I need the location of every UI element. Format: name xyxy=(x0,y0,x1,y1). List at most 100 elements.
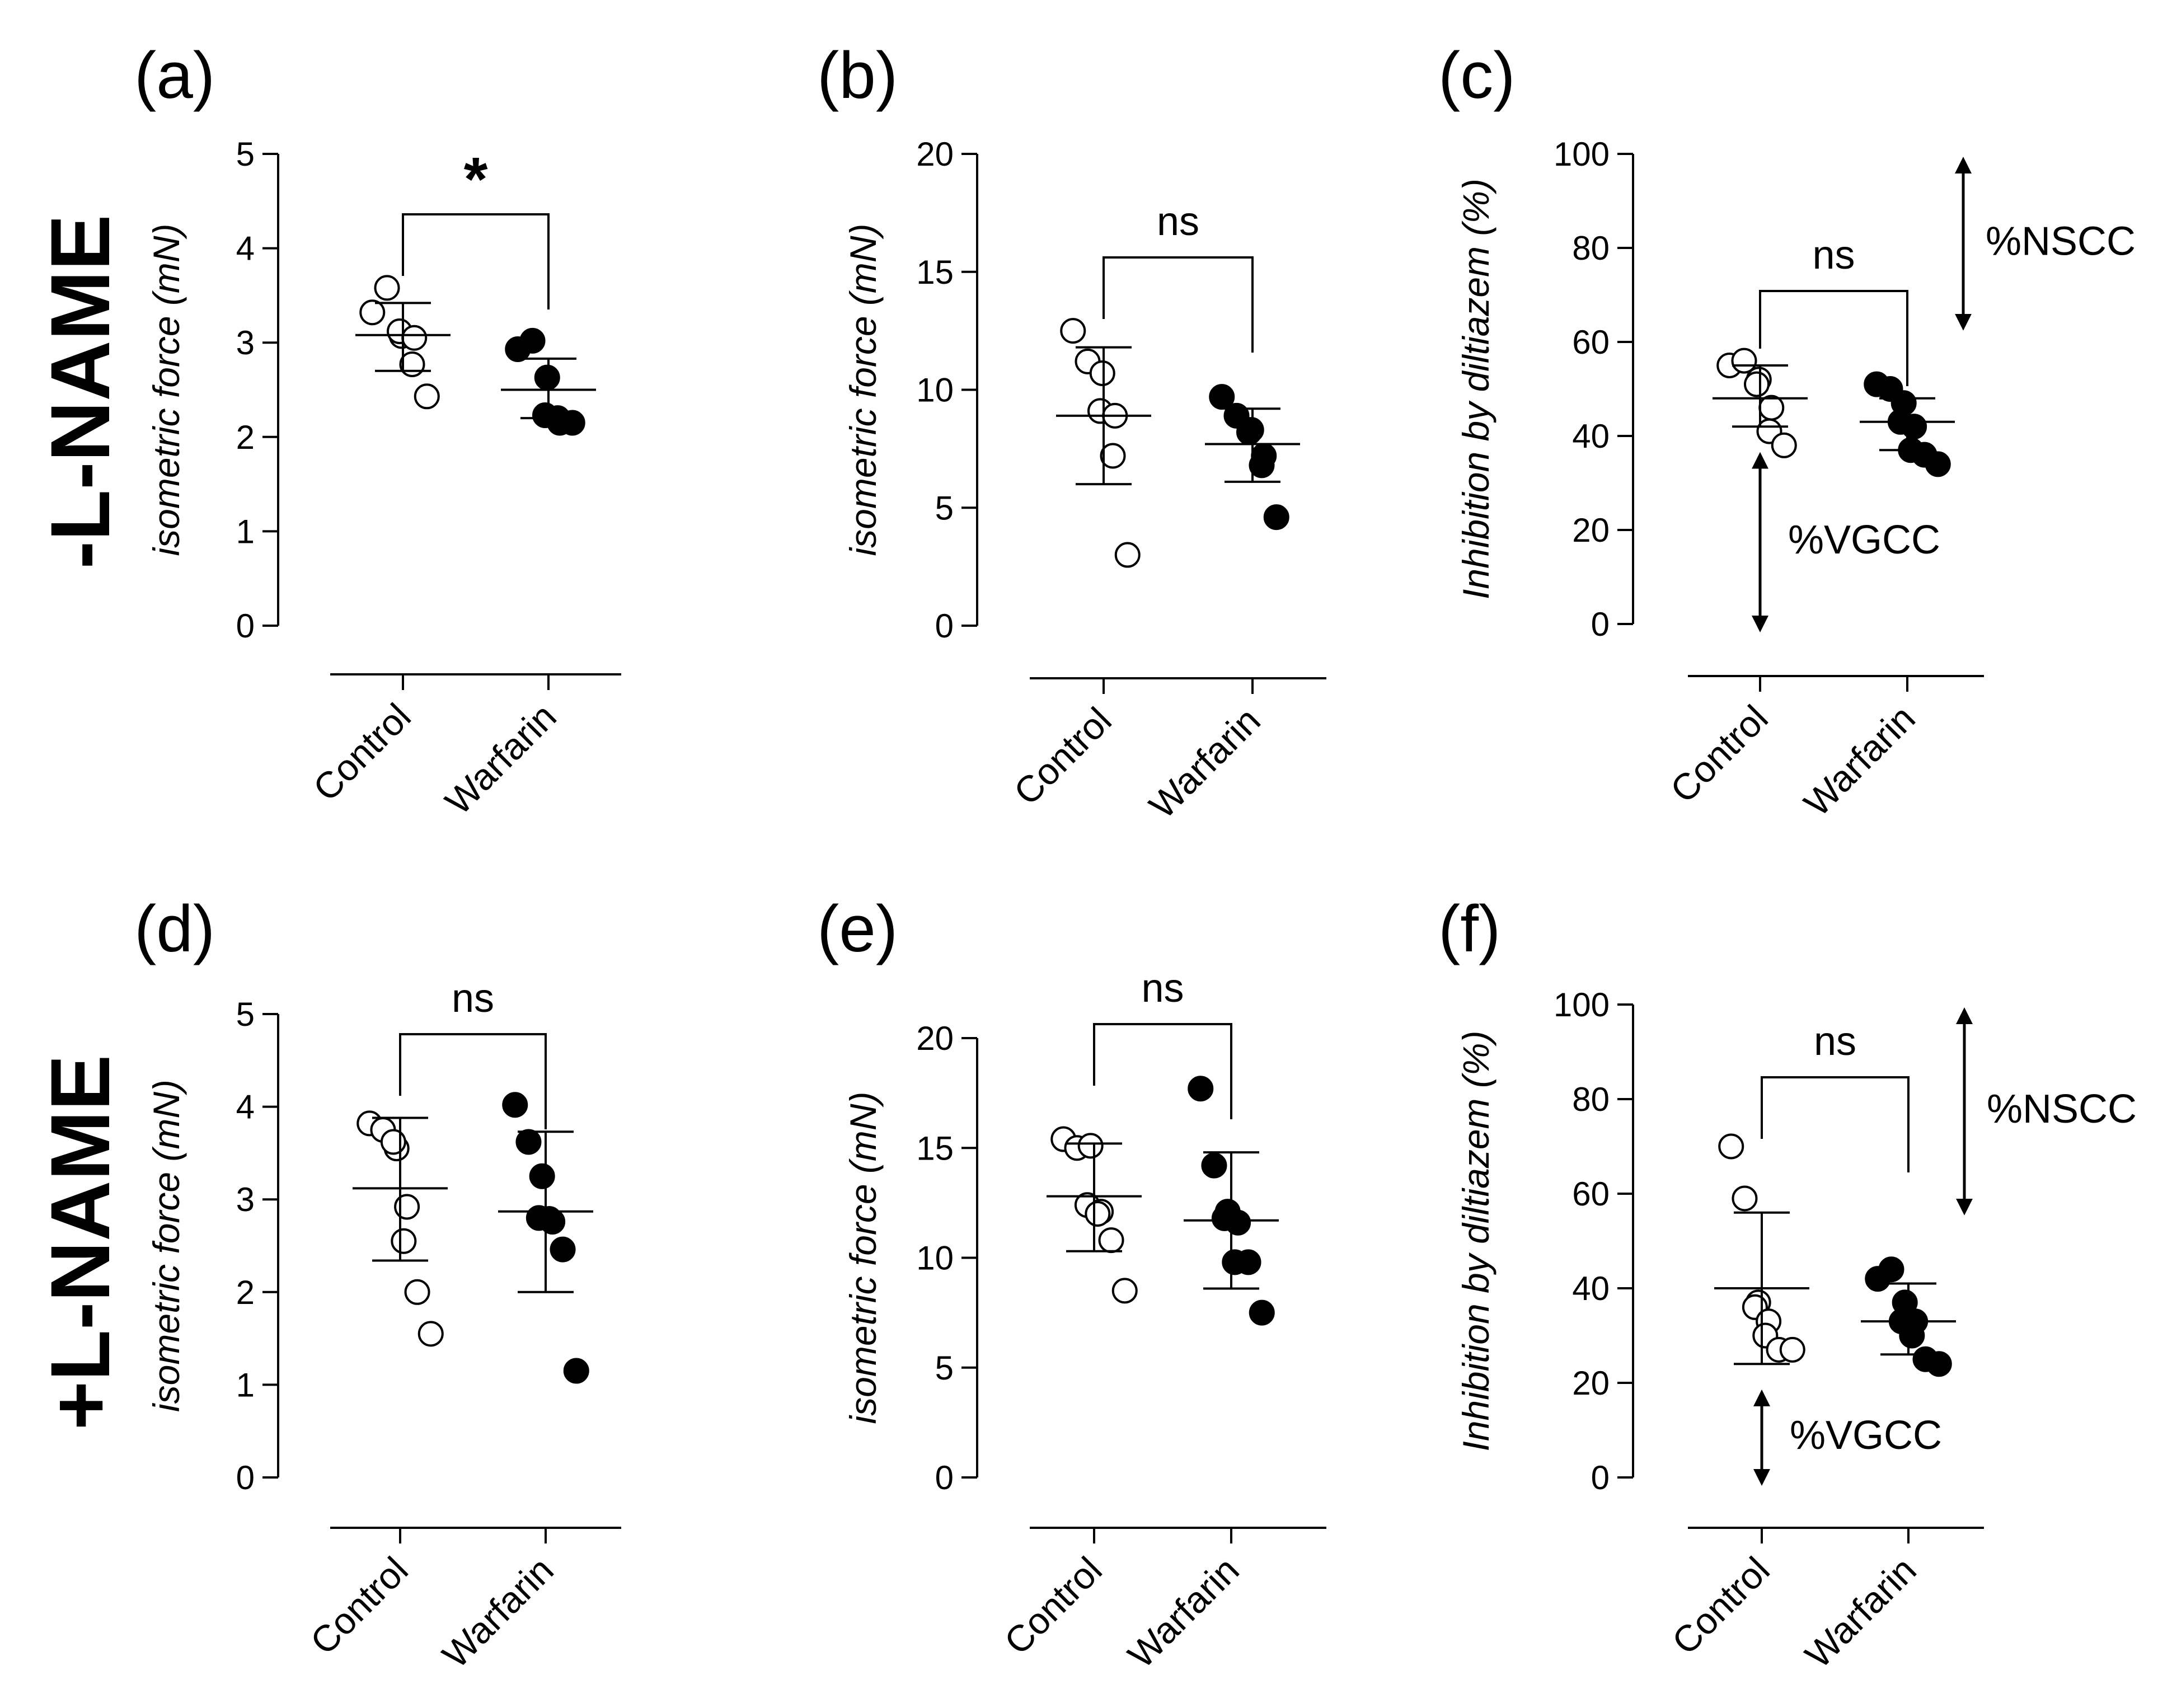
control-point xyxy=(401,325,428,351)
y-tick-label: 1 xyxy=(236,513,255,550)
row-label-minus-lname: -L-NAME xyxy=(33,214,127,569)
x-tick-label: Control xyxy=(302,1549,416,1663)
x-tick-label: Warfarin xyxy=(1141,700,1268,827)
control-point xyxy=(374,275,400,301)
row-label-plus-lname: +L-NAME xyxy=(33,1055,127,1430)
warfarin-point xyxy=(536,1205,562,1232)
y-tick-label: 4 xyxy=(236,1088,255,1126)
control-point xyxy=(1077,1133,1104,1159)
y-tick-label: 80 xyxy=(1572,229,1610,267)
x-tick-label: Control xyxy=(1664,1549,1777,1663)
vgcc-label: %VGCC xyxy=(1788,518,1940,562)
control-point xyxy=(404,1279,430,1305)
x-tick-label: Warfarin xyxy=(1796,697,1923,824)
panel-label: (c) xyxy=(1438,39,1516,112)
control-point xyxy=(417,1321,444,1347)
significance-bracket xyxy=(399,1033,547,1129)
y-tick-label: 2 xyxy=(236,419,255,456)
y-tick-label: 20 xyxy=(1572,1364,1610,1402)
y-axis-label: isometric force (mN) xyxy=(842,1091,884,1424)
significance-label: ns xyxy=(1157,199,1199,244)
control-point xyxy=(359,299,386,326)
control-point xyxy=(1758,395,1785,421)
y-tick-label: 100 xyxy=(1554,986,1610,1024)
warfarin-point xyxy=(1878,1256,1904,1283)
warfarin-point xyxy=(1188,1076,1214,1102)
x-tick-label: Warfarin xyxy=(437,696,564,823)
chart-e: (e) 0 5 10 15 20 isometric force (mN) Control Wa… xyxy=(817,892,1326,1676)
y-tick-label: 10 xyxy=(916,1240,954,1277)
warfarin-point xyxy=(1209,384,1235,410)
y-tick-label: 3 xyxy=(236,324,255,362)
y-tick-label: 0 xyxy=(236,607,255,645)
control-point xyxy=(1731,348,1757,374)
warfarin-point xyxy=(563,1358,589,1384)
warfarin-point xyxy=(534,364,560,391)
y-tick-label: 20 xyxy=(1572,512,1610,549)
control-point xyxy=(1718,1133,1744,1160)
y-tick-label: 15 xyxy=(916,1129,954,1167)
control-point xyxy=(1732,1185,1758,1212)
y-tick-label: 2 xyxy=(236,1274,255,1311)
y-tick-label: 1 xyxy=(236,1366,255,1404)
control-point xyxy=(1089,360,1115,386)
significance-bracket xyxy=(1103,256,1254,353)
chart-b: (b) 0 5 10 15 20 isometric force (mN) Control Wa… xyxy=(817,39,1326,826)
y-tick-label: 4 xyxy=(236,230,255,268)
chart-f: (f) 0 20 40 60 80 100 Inhibition by diltiazem (… xyxy=(1438,892,2137,1676)
y-tick-label: 0 xyxy=(236,1459,255,1496)
warfarin-point xyxy=(1263,504,1289,531)
warfarin-point xyxy=(1236,419,1262,445)
y-tick-label: 100 xyxy=(1554,135,1610,173)
y-tick-label: 40 xyxy=(1572,417,1610,455)
warfarin-point xyxy=(1901,414,1927,440)
control-point xyxy=(394,1194,420,1220)
y-tick-label: 20 xyxy=(916,1020,954,1057)
control-point xyxy=(1060,318,1086,344)
chart-d: (d) 0 1 2 3 4 5 isometric force (mN) Control Warf… xyxy=(134,892,621,1676)
control-point xyxy=(380,1129,406,1155)
x-tick-label: Warfarin xyxy=(1797,1549,1924,1676)
nscc-label: %NSCC xyxy=(1986,219,2136,264)
panel-label: (a) xyxy=(134,39,215,112)
y-tick-label: 40 xyxy=(1572,1270,1610,1307)
control-point xyxy=(1744,371,1770,397)
warfarin-point xyxy=(519,327,546,354)
y-tick-label: 5 xyxy=(236,135,255,173)
y-tick-label: 5 xyxy=(935,1349,954,1387)
significance-bracket xyxy=(1093,1023,1232,1119)
significance-label: ns xyxy=(1812,233,1855,278)
significance-bracket xyxy=(402,213,550,309)
significance-bracket xyxy=(1761,1076,1910,1172)
vgcc-label: %VGCC xyxy=(1790,1413,1942,1458)
y-tick-label: 20 xyxy=(916,135,954,173)
warfarin-point xyxy=(529,1163,555,1189)
warfarin-point xyxy=(550,1236,576,1263)
control-point xyxy=(1779,1336,1805,1363)
chart-a: (a) 0 1 2 3 4 5 isometric force (mN) Control Warf… xyxy=(134,39,621,822)
control-point xyxy=(1098,1227,1124,1254)
x-tick-label: Control xyxy=(305,696,419,809)
x-tick-label: Control xyxy=(1662,697,1776,811)
warfarin-point xyxy=(1926,1351,1952,1377)
y-tick-label: 5 xyxy=(236,996,255,1033)
chart-c: (c) 0 20 40 60 80 100 Inhibition by diltiazem (… xyxy=(1438,39,2136,824)
panel-label: (d) xyxy=(134,892,215,966)
x-tick-label: Warfarin xyxy=(434,1549,561,1676)
nscc-label: %NSCC xyxy=(1987,1087,2137,1132)
y-tick-label: 0 xyxy=(935,1459,954,1496)
y-tick-label: 3 xyxy=(236,1181,255,1218)
control-point xyxy=(391,1228,417,1254)
warfarin-point xyxy=(1201,1152,1227,1179)
warfarin-point xyxy=(559,410,585,436)
warfarin-point xyxy=(1925,451,1951,477)
y-axis-label: Inhibition by diltiazem (%) xyxy=(1455,179,1496,599)
y-tick-label: 60 xyxy=(1572,1175,1610,1213)
control-point xyxy=(1100,443,1126,469)
y-tick-label: 80 xyxy=(1572,1081,1610,1118)
x-tick-label: Control xyxy=(996,1549,1110,1663)
control-point xyxy=(1771,432,1797,458)
y-axis-label: Inhibition by diltiazem (%) xyxy=(1455,1031,1496,1452)
y-tick-label: 10 xyxy=(916,372,954,409)
